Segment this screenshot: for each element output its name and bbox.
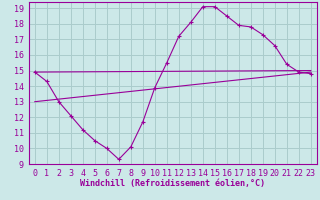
X-axis label: Windchill (Refroidissement éolien,°C): Windchill (Refroidissement éolien,°C) [80, 179, 265, 188]
